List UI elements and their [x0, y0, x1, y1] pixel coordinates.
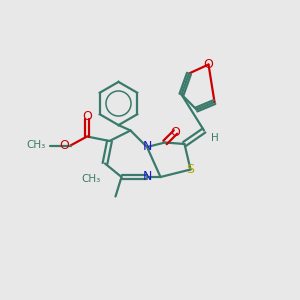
Text: CH₃: CH₃ [82, 173, 101, 184]
Text: O: O [59, 139, 69, 152]
Text: H: H [211, 133, 218, 143]
Text: N: N [142, 170, 152, 184]
Text: N: N [142, 140, 152, 154]
Text: CH₃: CH₃ [27, 140, 46, 151]
Text: O: O [82, 110, 92, 123]
Text: O: O [204, 58, 213, 71]
Text: O: O [171, 125, 180, 139]
Text: S: S [187, 163, 194, 176]
